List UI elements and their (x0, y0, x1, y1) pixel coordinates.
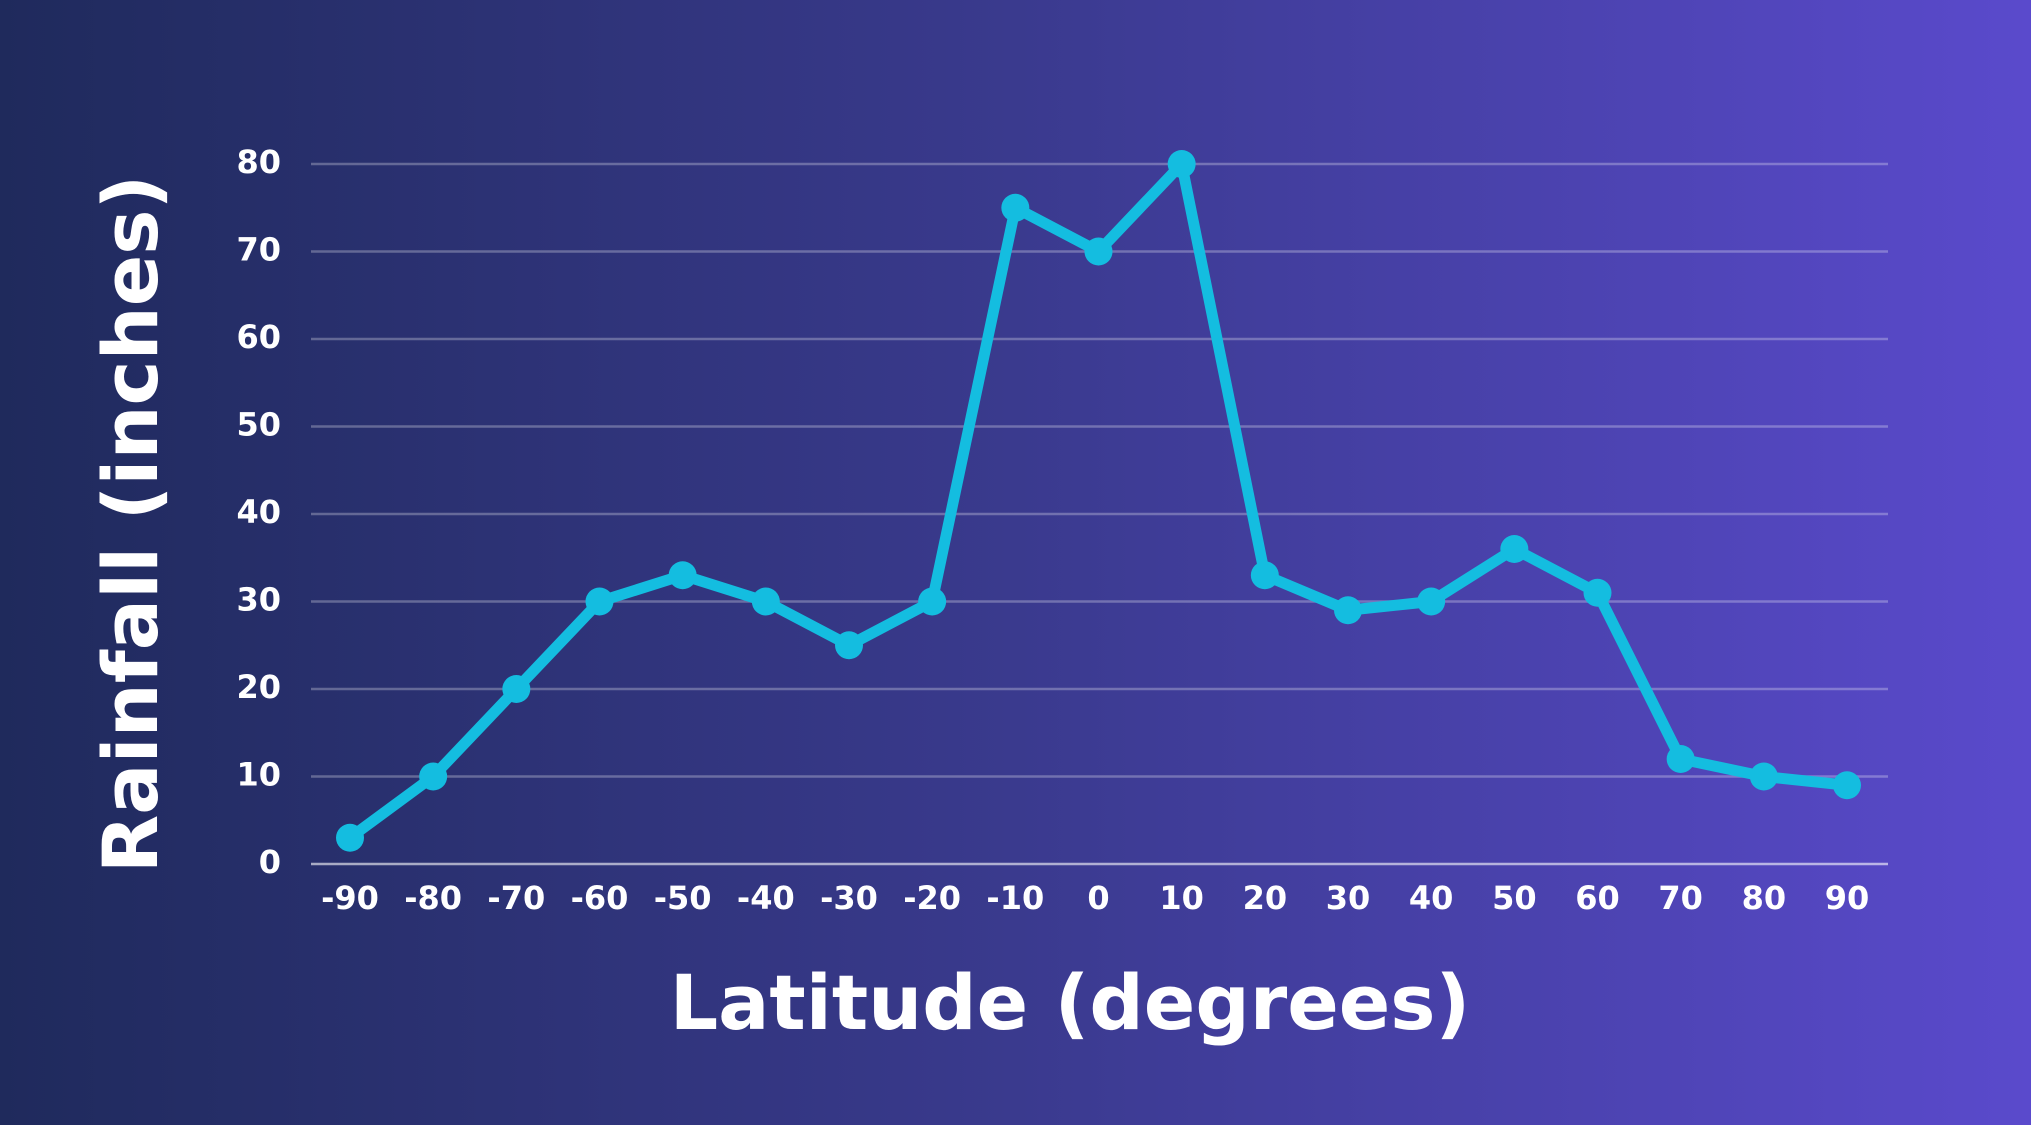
data-point (1084, 237, 1113, 266)
data-point (1334, 596, 1362, 625)
x-tick-label: -40 (737, 879, 795, 917)
x-tick-label: -30 (820, 879, 878, 917)
x-tick-label: -10 (986, 879, 1044, 917)
data-point (751, 587, 780, 616)
y-tick-label: 60 (236, 318, 281, 356)
y-tick-label: 0 (259, 843, 281, 881)
data-point (1749, 762, 1778, 791)
data-point (1500, 535, 1529, 563)
data-point (1417, 587, 1446, 616)
y-tick-label: 30 (236, 581, 281, 619)
x-tick-label: 90 (1825, 879, 1870, 917)
x-tick-label: -60 (571, 879, 629, 917)
y-tick-label: 50 (236, 406, 281, 444)
data-point (1001, 193, 1030, 222)
x-tick-label: -20 (903, 879, 961, 917)
x-tick-label: 50 (1492, 879, 1537, 917)
x-tick-label: -50 (654, 879, 712, 917)
x-tick-label: 60 (1575, 879, 1620, 917)
x-tick-label: -80 (404, 879, 462, 917)
x-tick-label: -90 (321, 879, 379, 917)
data-point (668, 561, 697, 590)
x-axis-title: Latitude (degrees) (670, 958, 1471, 1047)
data-point (1666, 745, 1695, 773)
data-point (1167, 150, 1196, 178)
x-tick-label: 30 (1326, 879, 1371, 917)
x-tick-label: 0 (1087, 879, 1109, 917)
x-tick-label: 40 (1409, 879, 1454, 917)
data-point (1833, 771, 1861, 800)
y-axis-title: Rainfall (inches) (86, 175, 175, 873)
data-point (585, 587, 614, 616)
y-tick-label: 20 (236, 668, 281, 706)
y-tick-label: 80 (236, 143, 281, 181)
data-point (502, 675, 531, 703)
data-point (1250, 561, 1279, 590)
data-point (1583, 578, 1612, 607)
y-tick-label: 10 (236, 756, 281, 794)
x-tick-label: 80 (1742, 879, 1787, 917)
data-point (835, 631, 863, 660)
x-tick-label: 20 (1243, 879, 1288, 917)
y-tick-label: 70 (236, 231, 281, 269)
data-point (336, 823, 364, 852)
x-tick-label: -70 (487, 879, 545, 917)
data-point (419, 762, 448, 791)
x-tick-label: 10 (1159, 879, 1204, 917)
x-tick-label: 70 (1658, 879, 1703, 917)
y-tick-label: 40 (236, 493, 281, 531)
data-point (918, 587, 947, 616)
